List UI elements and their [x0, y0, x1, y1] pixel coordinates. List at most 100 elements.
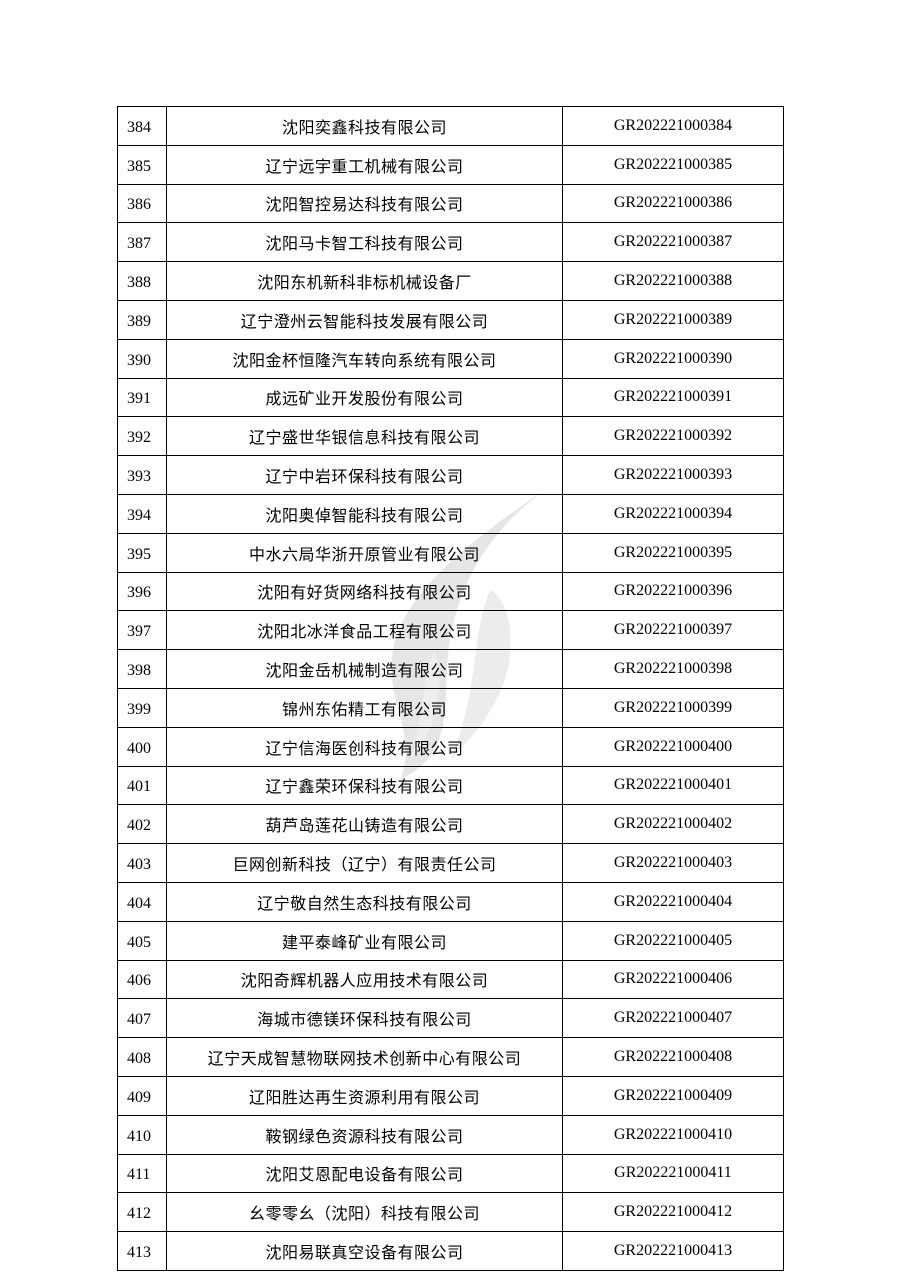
table-row: 407 海城市德镁环保科技有限公司 GR202221000407	[117, 998, 784, 1039]
company-name: 沈阳奥倬智能科技有限公司	[166, 493, 563, 534]
company-name: 成远矿业开发股份有限公司	[166, 377, 563, 418]
row-number: 402	[117, 804, 167, 845]
table-row: 402 葫芦岛莲花山铸造有限公司 GR202221000402	[117, 804, 784, 845]
row-number: 391	[117, 377, 167, 418]
certificate-number: GR202221000409	[562, 1075, 784, 1116]
company-name: 巨网创新科技（辽宁）有限责任公司	[166, 843, 563, 883]
table-row: 403 巨网创新科技（辽宁）有限责任公司 GR202221000403	[117, 843, 784, 883]
certificate-number: GR202221000392	[562, 416, 784, 457]
company-name: 幺零零幺（沈阳）科技有限公司	[166, 1192, 563, 1233]
table-row: 404 辽宁敬自然生态科技有限公司 GR202221000404	[117, 881, 784, 922]
certificate-number: GR202221000413	[562, 1231, 784, 1271]
table-row: 400 辽宁信海医创科技有限公司 GR202221000400	[117, 726, 784, 767]
table-row: 394 沈阳奥倬智能科技有限公司 GR202221000394	[117, 493, 784, 534]
certificate-number: GR202221000396	[562, 571, 784, 612]
row-number: 411	[117, 1153, 167, 1194]
row-number: 389	[117, 299, 167, 340]
table-row: 401 辽宁鑫荣环保科技有限公司 GR202221000401	[117, 765, 784, 806]
table-row: 388 沈阳东机新科非标机械设备厂 GR202221000388	[117, 261, 784, 301]
company-name: 沈阳北冰洋食品工程有限公司	[166, 610, 563, 651]
table-row: 405 建平泰峰矿业有限公司 GR202221000405	[117, 920, 784, 961]
certificate-number: GR202221000397	[562, 610, 784, 651]
company-name: 辽宁信海医创科技有限公司	[166, 726, 563, 767]
company-name: 辽阳胜达再生资源利用有限公司	[166, 1075, 563, 1116]
certificate-number: GR202221000400	[562, 726, 784, 767]
table-row: 384 沈阳奕鑫科技有限公司 GR202221000384	[117, 106, 784, 146]
company-name: 沈阳有好货网络科技有限公司	[166, 571, 563, 612]
company-name: 辽宁天成智慧物联网技术创新中心有限公司	[166, 1037, 563, 1077]
row-number: 406	[117, 959, 167, 1000]
certificate-number: GR202221000388	[562, 261, 784, 301]
row-number: 410	[117, 1114, 167, 1155]
table-row: 392 辽宁盛世华银信息科技有限公司 GR202221000392	[117, 416, 784, 457]
certificate-number: GR202221000402	[562, 804, 784, 845]
certificate-number: GR202221000408	[562, 1037, 784, 1077]
row-number: 404	[117, 881, 167, 922]
company-name: 辽宁盛世华银信息科技有限公司	[166, 416, 563, 457]
company-name: 锦州东佑精工有限公司	[166, 687, 563, 728]
row-number: 409	[117, 1075, 167, 1116]
certificate-number: GR202221000406	[562, 959, 784, 1000]
company-name: 沈阳东机新科非标机械设备厂	[166, 261, 563, 301]
table-row: 386 沈阳智控易达科技有限公司 GR202221000386	[117, 183, 784, 224]
certificate-number: GR202221000390	[562, 338, 784, 379]
row-number: 407	[117, 998, 167, 1039]
company-name: 沈阳马卡智工科技有限公司	[166, 222, 563, 263]
company-name: 辽宁敬自然生态科技有限公司	[166, 881, 563, 922]
table-row: 408 辽宁天成智慧物联网技术创新中心有限公司 GR202221000408	[117, 1037, 784, 1077]
table-row: 393 辽宁中岩环保科技有限公司 GR202221000393	[117, 455, 784, 495]
row-number: 408	[117, 1037, 167, 1077]
company-name: 辽宁远宇重工机械有限公司	[166, 144, 563, 185]
certificate-number: GR202221000398	[562, 649, 784, 689]
company-name: 辽宁澄州云智能科技发展有限公司	[166, 299, 563, 340]
certificate-number: GR202221000411	[562, 1153, 784, 1194]
table-row: 412 幺零零幺（沈阳）科技有限公司 GR202221000412	[117, 1192, 784, 1233]
table-row: 411 沈阳艾恩配电设备有限公司 GR202221000411	[117, 1153, 784, 1194]
certificate-number: GR202221000387	[562, 222, 784, 263]
certificate-number: GR202221000405	[562, 920, 784, 961]
company-name: 沈阳金岳机械制造有限公司	[166, 649, 563, 689]
row-number: 385	[117, 144, 167, 185]
table-row: 395 中水六局华浙开原管业有限公司 GR202221000395	[117, 532, 784, 573]
company-name: 沈阳智控易达科技有限公司	[166, 183, 563, 224]
table-row: 391 成远矿业开发股份有限公司 GR202221000391	[117, 377, 784, 418]
row-number: 401	[117, 765, 167, 806]
company-name: 葫芦岛莲花山铸造有限公司	[166, 804, 563, 845]
certificate-number: GR202221000404	[562, 881, 784, 922]
certificate-number: GR202221000410	[562, 1114, 784, 1155]
table-row: 389 辽宁澄州云智能科技发展有限公司 GR202221000389	[117, 299, 784, 340]
certificate-number: GR202221000394	[562, 493, 784, 534]
row-number: 393	[117, 455, 167, 495]
table-row: 410 鞍钢绿色资源科技有限公司 GR202221000410	[117, 1114, 784, 1155]
row-number: 395	[117, 532, 167, 573]
row-number: 394	[117, 493, 167, 534]
row-number: 405	[117, 920, 167, 961]
company-name: 沈阳金杯恒隆汽车转向系统有限公司	[166, 338, 563, 379]
table-row: 390 沈阳金杯恒隆汽车转向系统有限公司 GR202221000390	[117, 338, 784, 379]
row-number: 400	[117, 726, 167, 767]
certificate-number: GR202221000391	[562, 377, 784, 418]
certificate-number: GR202221000384	[562, 106, 784, 146]
company-name: 建平泰峰矿业有限公司	[166, 920, 563, 961]
row-number: 399	[117, 687, 167, 728]
table-row: 385 辽宁远宇重工机械有限公司 GR202221000385	[117, 144, 784, 185]
certificate-number: GR202221000393	[562, 455, 784, 495]
row-number: 390	[117, 338, 167, 379]
row-number: 392	[117, 416, 167, 457]
table-row: 413 沈阳易联真空设备有限公司 GR202221000413	[117, 1231, 784, 1271]
company-name: 辽宁中岩环保科技有限公司	[166, 455, 563, 495]
certificate-number: GR202221000401	[562, 765, 784, 806]
enterprise-list-table: 384 沈阳奕鑫科技有限公司 GR202221000384 385 辽宁远宇重工机械有限…	[117, 106, 784, 1271]
table-row: 399 锦州东佑精工有限公司 GR202221000399	[117, 687, 784, 728]
row-number: 413	[117, 1231, 167, 1271]
company-name: 沈阳奇辉机器人应用技术有限公司	[166, 959, 563, 1000]
row-number: 387	[117, 222, 167, 263]
row-number: 403	[117, 843, 167, 883]
certificate-number: GR202221000395	[562, 532, 784, 573]
company-name: 沈阳易联真空设备有限公司	[166, 1231, 563, 1271]
company-name: 鞍钢绿色资源科技有限公司	[166, 1114, 563, 1155]
row-number: 397	[117, 610, 167, 651]
company-name: 海城市德镁环保科技有限公司	[166, 998, 563, 1039]
certificate-number: GR202221000389	[562, 299, 784, 340]
row-number: 398	[117, 649, 167, 689]
